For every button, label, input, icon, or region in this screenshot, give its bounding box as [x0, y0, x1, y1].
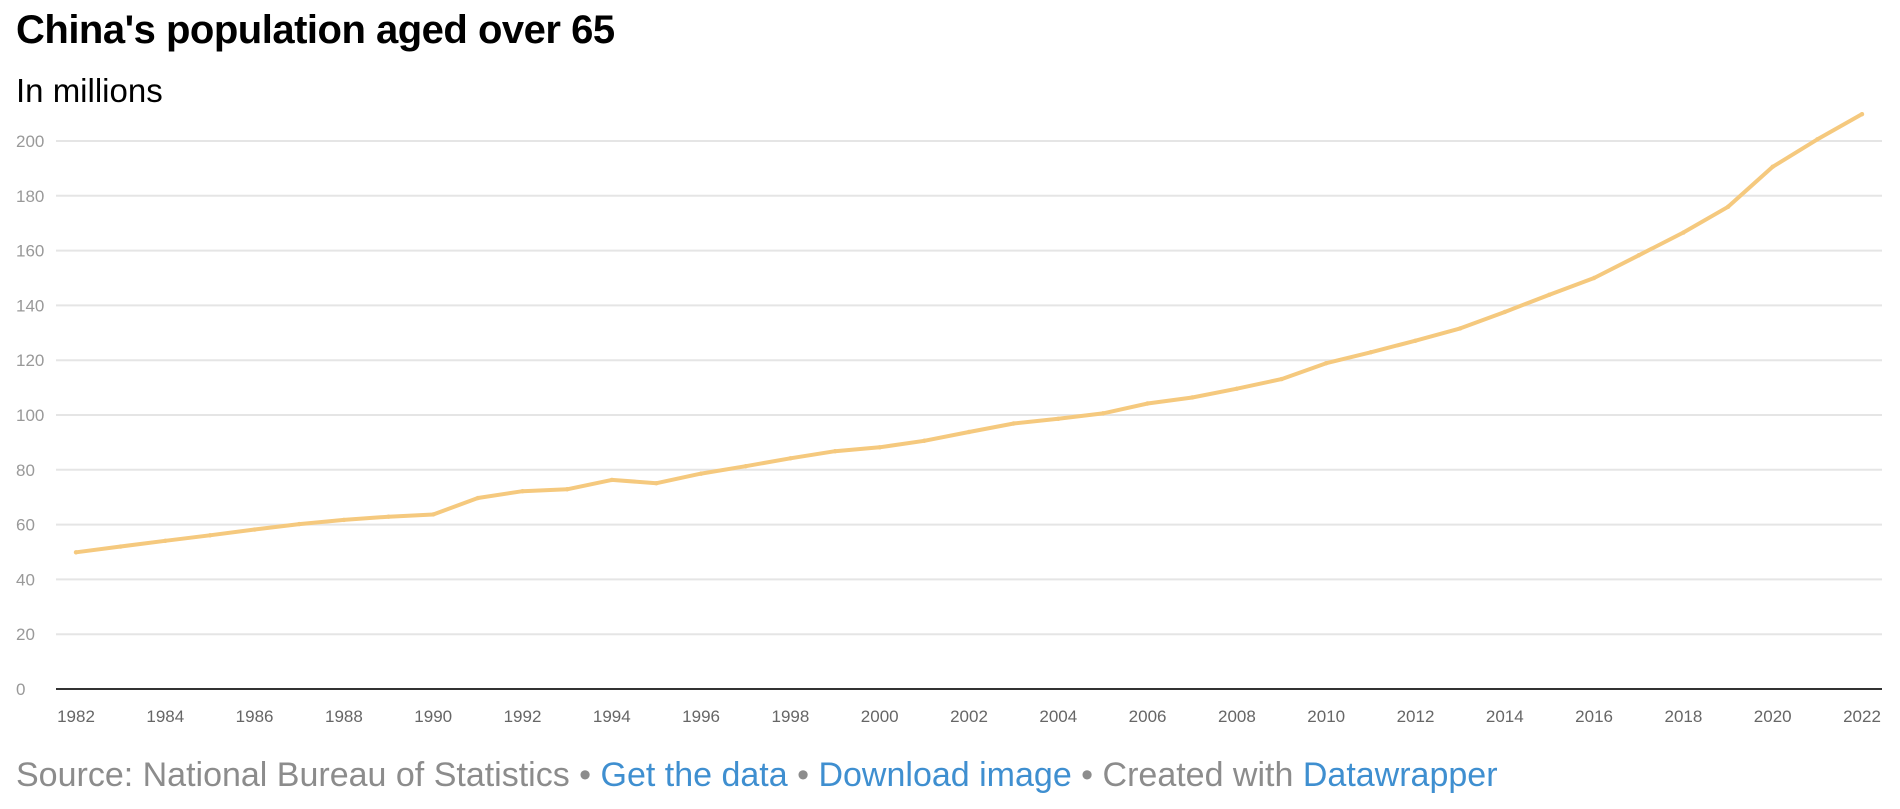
y-tick-label: 60: [16, 516, 35, 535]
footer-separator: •: [787, 756, 819, 794]
created-with-text: Created with: [1102, 756, 1303, 794]
data-point: [297, 521, 302, 527]
data-point: [654, 481, 659, 486]
y-tick-label: 0: [16, 680, 25, 699]
data-point: [564, 487, 570, 492]
footer: Source: National Bureau of Statistics • …: [16, 756, 1498, 795]
data-point: [1100, 411, 1106, 416]
x-tick-label: 2018: [1664, 707, 1702, 726]
data-point: [1190, 395, 1195, 400]
y-tick-label: 140: [16, 296, 44, 315]
x-tick-label: 2006: [1129, 707, 1167, 726]
x-tick-label: 2022: [1843, 707, 1881, 726]
data-point: [1279, 376, 1284, 382]
data-point: [207, 533, 213, 538]
y-tick-label: 120: [16, 351, 44, 370]
data-point: [1725, 204, 1731, 209]
data-point: [118, 544, 123, 549]
y-axis-ticks: 0 20 40 60 80 100 120 140 160 180 200: [16, 132, 44, 699]
data-point: [1145, 401, 1150, 406]
y-tick-label: 160: [16, 242, 44, 261]
data-point: [1234, 386, 1240, 391]
data-point: [341, 517, 347, 523]
data-point: [877, 445, 882, 450]
x-tick-label: 1986: [236, 707, 274, 726]
data-point: [698, 471, 704, 476]
x-tick-label: 1984: [146, 707, 184, 726]
x-tick-label: 2016: [1575, 707, 1613, 726]
data-point: [1636, 253, 1641, 258]
x-tick-label: 1996: [682, 707, 720, 726]
data-point: [252, 527, 257, 532]
data-point: [1368, 350, 1374, 355]
data-point: [163, 538, 168, 543]
y-tick-label: 20: [16, 625, 35, 644]
data-point: [520, 488, 525, 494]
x-tick-label: 1990: [414, 707, 452, 726]
get-data-link[interactable]: Get the data: [600, 756, 788, 794]
data-point: [475, 495, 481, 501]
x-tick-label: 2000: [861, 707, 899, 726]
x-axis-ticks: 1982 1984 1986 1988 1990 1992 1994 1996 1998 2000…: [57, 707, 1881, 726]
x-tick-label: 2002: [950, 707, 988, 726]
gridlines: [56, 140, 1882, 636]
y-tick-label: 200: [16, 132, 44, 151]
source-text: Source: National Bureau of Statistics: [16, 756, 570, 794]
data-point: [1859, 111, 1865, 117]
download-image-link[interactable]: Download image: [818, 756, 1072, 794]
data-point: [1770, 164, 1775, 169]
x-tick-label: 2020: [1754, 707, 1792, 726]
data-point: [788, 456, 793, 461]
data-point: [431, 512, 436, 517]
y-tick-label: 40: [16, 570, 35, 589]
data-point: [922, 438, 927, 443]
x-tick-label: 2012: [1397, 707, 1435, 726]
x-tick-label: 2010: [1307, 707, 1345, 726]
datawrapper-link[interactable]: Datawrapper: [1302, 756, 1498, 794]
data-point: [1413, 338, 1418, 343]
chart-title: China's population aged over 65: [16, 8, 615, 52]
x-tick-label: 1982: [57, 707, 95, 726]
data-point: [832, 448, 838, 454]
data-point: [1547, 292, 1552, 297]
y-tick-label: 100: [16, 406, 44, 425]
x-tick-label: 2008: [1218, 707, 1256, 726]
data-point: [1815, 137, 1820, 142]
chart-subtitle: In millions: [16, 72, 163, 109]
footer-separator: •: [569, 756, 601, 794]
data-point: [1457, 326, 1463, 331]
x-tick-label: 1994: [593, 707, 631, 726]
data-point: [73, 550, 79, 555]
x-tick-label: 1998: [771, 707, 809, 726]
data-point: [1681, 230, 1686, 235]
data-point: [1056, 416, 1061, 422]
y-tick-label: 180: [16, 187, 44, 206]
data-point: [609, 477, 614, 483]
footer-separator: •: [1071, 756, 1103, 794]
data-point: [386, 514, 391, 519]
data-point: [1502, 309, 1508, 315]
data-point: [966, 429, 972, 435]
x-tick-label: 2014: [1486, 707, 1524, 726]
x-tick-label: 1988: [325, 707, 363, 726]
y-tick-label: 80: [16, 461, 35, 480]
data-point: [1591, 275, 1597, 281]
series-layer: [73, 111, 1865, 555]
data-point: [1011, 421, 1016, 426]
series-line: [74, 112, 1864, 555]
x-tick-label: 1992: [504, 707, 542, 726]
x-tick-label: 2004: [1039, 707, 1077, 726]
data-point: [743, 464, 748, 469]
data-point: [1324, 361, 1329, 366]
